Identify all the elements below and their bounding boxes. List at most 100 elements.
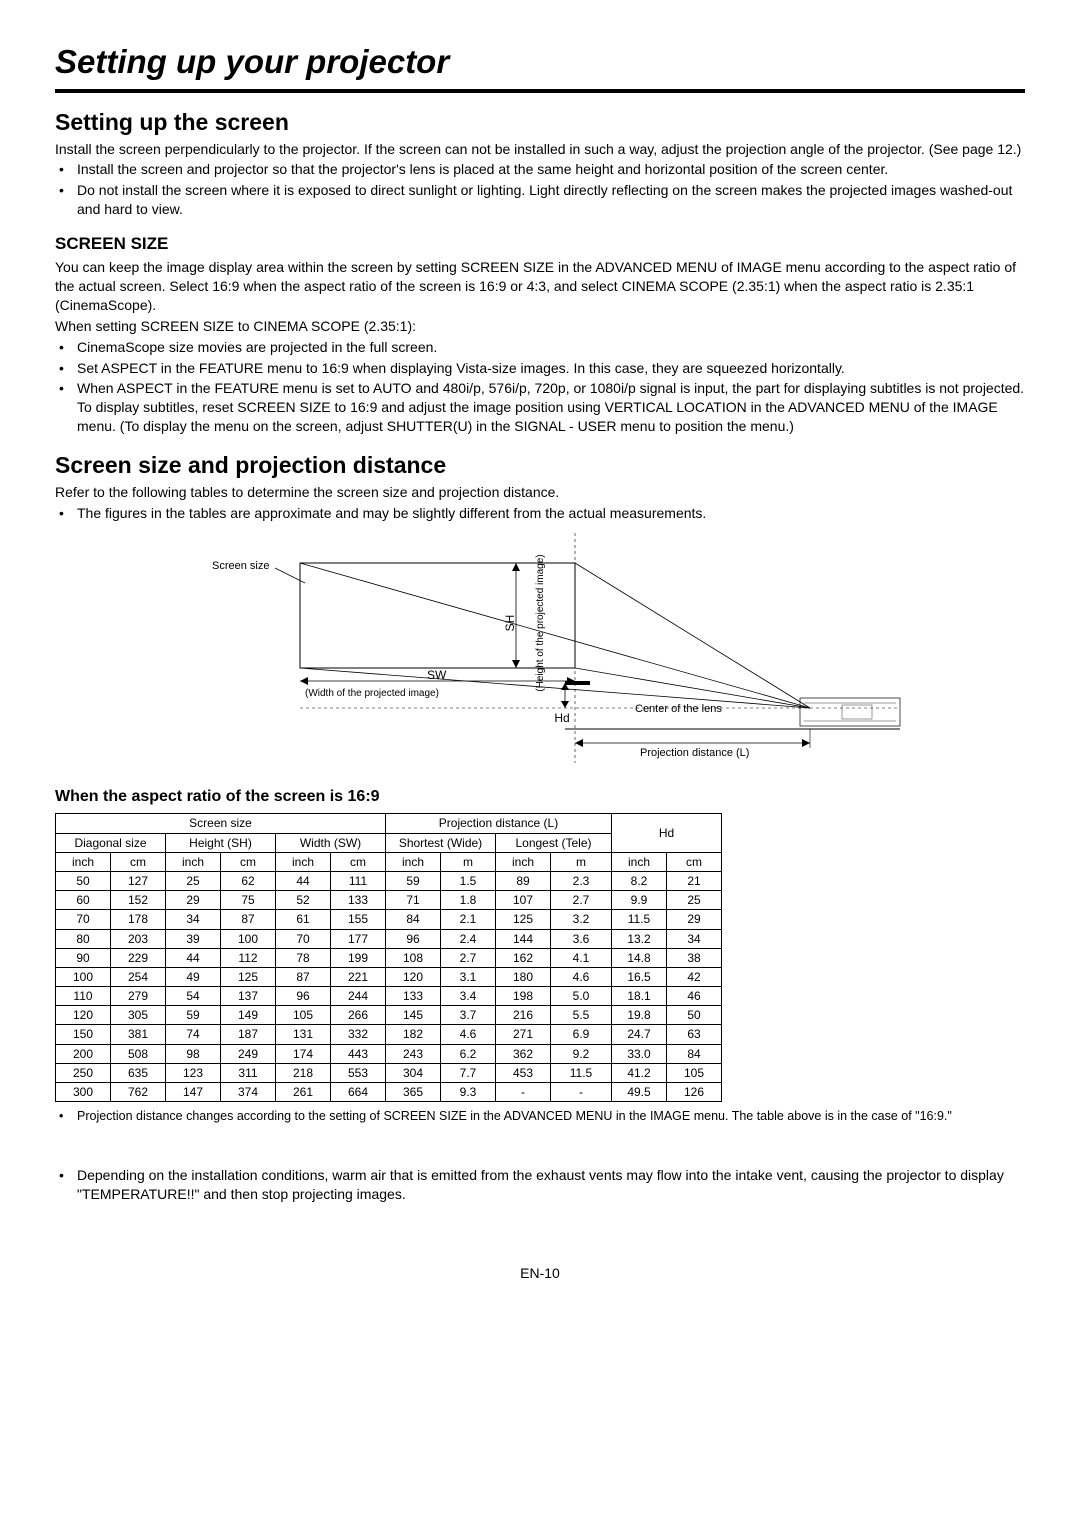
svg-text:Projection distance (L): Projection distance (L)	[640, 747, 749, 759]
table-cell: 6.2	[441, 1044, 496, 1063]
table-cell: 24.7	[612, 1025, 667, 1044]
table-cell: 180	[496, 967, 551, 986]
notes: Depending on the installation conditions…	[55, 1166, 1025, 1204]
table-cell: 2.4	[441, 929, 496, 948]
unit-header: inch	[166, 852, 221, 871]
table-cell: 147	[166, 1083, 221, 1102]
table-cell: 131	[276, 1025, 331, 1044]
page-number: EN-10	[55, 1264, 1025, 1283]
table-cell: 3.6	[551, 929, 612, 948]
table-cell: 33.0	[612, 1044, 667, 1063]
svg-text:Screen size: Screen size	[212, 560, 269, 572]
table-cell: 200	[56, 1044, 111, 1063]
table-cell: 14.8	[612, 948, 667, 967]
table-cell: -	[496, 1083, 551, 1102]
section3-p1: Refer to the following tables to determi…	[55, 483, 1025, 502]
bullet: When ASPECT in the FEATURE menu is set t…	[77, 379, 1025, 436]
table-cell: 105	[276, 1006, 331, 1025]
table-cell: 254	[111, 967, 166, 986]
col-group-screen-size: Screen size	[56, 814, 386, 833]
table-cell: 553	[331, 1063, 386, 1082]
table-cell: 71	[386, 891, 441, 910]
table-cell: 125	[221, 967, 276, 986]
table-row: 120305591491052661453.72165.519.850	[56, 1006, 722, 1025]
table-cell: 29	[667, 910, 722, 929]
section3-bullets: The figures in the tables are approximat…	[55, 504, 1025, 523]
section2-bullets: CinemaScope size movies are projected in…	[55, 338, 1025, 436]
table-cell: 243	[386, 1044, 441, 1063]
table-row: 50127256244111591.5892.38.221	[56, 871, 722, 890]
note: Depending on the installation conditions…	[77, 1166, 1025, 1204]
table-cell: 100	[56, 967, 111, 986]
table-cell: 126	[667, 1083, 722, 1102]
table-cell: 70	[56, 910, 111, 929]
table-cell: 44	[276, 871, 331, 890]
table-row: 70178348761155842.11253.211.529	[56, 910, 722, 929]
table-cell: 5.5	[551, 1006, 612, 1025]
table-cell: 374	[221, 1083, 276, 1102]
table-cell: 178	[111, 910, 166, 929]
table-cell: 362	[496, 1044, 551, 1063]
table-heading: When the aspect ratio of the screen is 1…	[55, 786, 1025, 808]
table-cell: 149	[221, 1006, 276, 1025]
table-cell: 4.6	[441, 1025, 496, 1044]
table-cell: 38	[667, 948, 722, 967]
table-cell: 5.0	[551, 987, 612, 1006]
bullet: Do not install the screen where it is ex…	[77, 181, 1025, 219]
table-cell: 39	[166, 929, 221, 948]
table-cell: 216	[496, 1006, 551, 1025]
table-cell: 87	[276, 967, 331, 986]
table-row: 11027954137962441333.41985.018.146	[56, 987, 722, 1006]
table-cell: 1.8	[441, 891, 496, 910]
table-cell: 266	[331, 1006, 386, 1025]
table-cell: 19.8	[612, 1006, 667, 1025]
table-cell: 145	[386, 1006, 441, 1025]
table-cell: 13.2	[612, 929, 667, 948]
table-cell: 155	[331, 910, 386, 929]
units-row: inchcminchcminchcminchminchminchcm	[56, 852, 722, 871]
col-height: Height (SH)	[166, 833, 276, 852]
table-cell: 34	[166, 910, 221, 929]
table-cell: 2.3	[551, 871, 612, 890]
table-cell: 21	[667, 871, 722, 890]
table-row: 60152297552133711.81072.79.925	[56, 891, 722, 910]
table-cell: 311	[221, 1063, 276, 1082]
section-heading-setup-screen: Setting up the screen	[55, 107, 1025, 138]
section1-bullets: Install the screen and projector so that…	[55, 160, 1025, 219]
table-cell: 182	[386, 1025, 441, 1044]
table-cell: 9.9	[612, 891, 667, 910]
unit-header: cm	[221, 852, 276, 871]
table-cell: 90	[56, 948, 111, 967]
section2-p2: When setting SCREEN SIZE to CINEMA SCOPE…	[55, 317, 1025, 336]
table-row: 3007621473742616643659.3--49.5126	[56, 1083, 722, 1102]
table-cell: 3.1	[441, 967, 496, 986]
unit-header: inch	[612, 852, 667, 871]
table-cell: 300	[56, 1083, 111, 1102]
table-cell: 218	[276, 1063, 331, 1082]
table-cell: 203	[111, 929, 166, 948]
table-cell: 111	[331, 871, 386, 890]
table-cell: 198	[496, 987, 551, 1006]
table-cell: 54	[166, 987, 221, 1006]
projection-diagram: Screen size SW (Width of the projected i…	[170, 533, 910, 768]
table-cell: 3.2	[551, 910, 612, 929]
table-cell: 365	[386, 1083, 441, 1102]
table-cell: 261	[276, 1083, 331, 1102]
table-cell: 105	[667, 1063, 722, 1082]
section-heading-screen-size: SCREEN SIZE	[55, 233, 1025, 256]
table-cell: 98	[166, 1044, 221, 1063]
table-cell: 229	[111, 948, 166, 967]
svg-text:(Width of the projected image): (Width of the projected image)	[305, 688, 439, 699]
table-cell: 2.1	[441, 910, 496, 929]
table-cell: 96	[276, 987, 331, 1006]
col-width: Width (SW)	[276, 833, 386, 852]
table-cell: 144	[496, 929, 551, 948]
table-cell: 199	[331, 948, 386, 967]
table-cell: 664	[331, 1083, 386, 1102]
section1-intro: Install the screen perpendicularly to th…	[55, 140, 1025, 159]
unit-header: inch	[276, 852, 331, 871]
bullet: Set ASPECT in the FEATURE menu to 16:9 w…	[77, 359, 1025, 378]
table-cell: 133	[331, 891, 386, 910]
table-cell: 62	[221, 871, 276, 890]
table-cell: 125	[496, 910, 551, 929]
